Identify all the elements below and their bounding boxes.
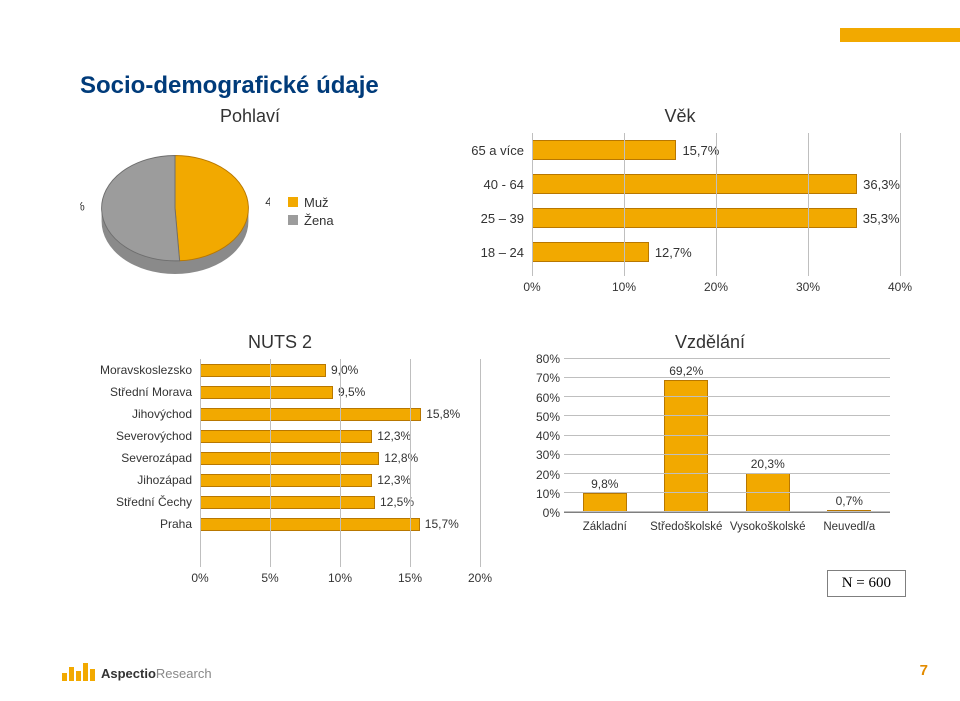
- x-tick-label: 10%: [612, 280, 636, 294]
- nuts-category-label: Severozápad: [80, 451, 200, 465]
- gridline: [532, 133, 533, 276]
- sample-size: N = 600: [827, 570, 906, 597]
- page-title: Socio-demografické údaje: [80, 72, 900, 100]
- edu-bar: [583, 493, 627, 512]
- y-tick-label: 40%: [520, 429, 560, 443]
- gridline: [200, 359, 201, 567]
- x-tick-label: 15%: [398, 571, 422, 585]
- edu-bar-col: 20,3%: [727, 359, 809, 512]
- y-tick-label: 10%: [520, 487, 560, 501]
- x-tick-label: 20%: [704, 280, 728, 294]
- nuts-category-label: Jihozápad: [80, 473, 200, 487]
- edu-category-label: Vysokoškolské: [727, 517, 809, 549]
- logo-brand: Aspectio: [101, 666, 156, 681]
- y-tick-label: 80%: [520, 352, 560, 366]
- gridline: [564, 492, 890, 493]
- legend-item: Žena: [288, 213, 334, 228]
- legend-label: Muž: [304, 195, 329, 210]
- gridline: [410, 359, 411, 567]
- logo-bars-icon: [62, 663, 95, 681]
- nuts-category-label: Severovýchod: [80, 429, 200, 443]
- edu-chart-block: Vzdělání 9,8% 69,2% 20,3% 0,7% ZákladníStře…: [520, 332, 900, 592]
- gridline: [716, 133, 717, 276]
- edu-bar-col: 9,8%: [564, 359, 646, 512]
- logo: AspectioResearch: [62, 663, 212, 681]
- age-chart-block: Věk 65 a více15,7%40 - 6436,3%25 – 3935,…: [460, 106, 900, 326]
- gridline: [564, 415, 890, 416]
- legend-swatch: [288, 197, 298, 207]
- nuts-category-label: Praha: [80, 517, 200, 531]
- gridline: [564, 377, 890, 378]
- nuts-category-label: Jihovýchod: [80, 407, 200, 421]
- edu-value-label: 69,2%: [669, 364, 703, 378]
- edu-value-label: 9,8%: [591, 477, 618, 491]
- nuts-category-label: Střední Morava: [80, 385, 200, 399]
- x-tick-label: 10%: [328, 571, 352, 585]
- edu-value-label: 0,7%: [836, 494, 863, 508]
- gridline: [564, 358, 890, 359]
- age-title: Věk: [460, 106, 900, 127]
- gridline: [564, 396, 890, 397]
- edu-bar-col: 69,2%: [646, 359, 728, 512]
- legend-swatch: [288, 215, 298, 225]
- nuts-category-label: Moravskoslezsko: [80, 363, 200, 377]
- age-category-label: 65 a více: [460, 143, 532, 158]
- edu-bar-col: 0,7%: [809, 359, 891, 512]
- age-category-label: 18 – 24: [460, 245, 532, 260]
- nuts-chart-block: NUTS 2 Moravskoslezsko9,0%Střední Morava…: [80, 332, 480, 592]
- edu-title: Vzdělání: [520, 332, 900, 353]
- page-number: 7: [920, 662, 928, 679]
- edu-category-label: Základní: [564, 517, 646, 549]
- pie-slice-label: 49%: [265, 195, 270, 209]
- gridline: [808, 133, 809, 276]
- x-tick-label: 0%: [191, 571, 208, 585]
- gridline: [340, 359, 341, 567]
- y-tick-label: 20%: [520, 468, 560, 482]
- age-category-label: 40 - 64: [460, 177, 532, 192]
- age-category-label: 25 – 39: [460, 211, 532, 226]
- y-tick-label: 60%: [520, 391, 560, 405]
- x-tick-label: 0%: [523, 280, 540, 294]
- y-tick-label: 70%: [520, 371, 560, 385]
- gridline: [564, 435, 890, 436]
- nuts-title: NUTS 2: [80, 332, 480, 353]
- gridline: [270, 359, 271, 567]
- edu-category-label: Středoškolské: [646, 517, 728, 549]
- gridline: [480, 359, 481, 567]
- gridline: [564, 511, 890, 512]
- x-tick-label: 40%: [888, 280, 912, 294]
- gridline: [564, 473, 890, 474]
- pie-title: Pohlaví: [80, 106, 420, 127]
- x-tick-label: 20%: [468, 571, 492, 585]
- x-tick-label: 30%: [796, 280, 820, 294]
- edu-value-label: 20,3%: [751, 457, 785, 471]
- gridline: [900, 133, 901, 276]
- pie-legend: Muž Žena: [288, 192, 334, 231]
- pie-chart-block: Pohlaví 49% 51% Muž Žena: [80, 106, 420, 326]
- gridline: [624, 133, 625, 276]
- legend-label: Žena: [304, 213, 334, 228]
- y-tick-label: 30%: [520, 448, 560, 462]
- pie-slice-label: 51%: [80, 199, 85, 213]
- accent-bar: [840, 28, 960, 42]
- logo-suffix: Research: [156, 666, 212, 681]
- nuts-category-label: Střední Čechy: [80, 495, 200, 509]
- x-tick-label: 5%: [261, 571, 278, 585]
- gridline: [564, 454, 890, 455]
- pie-chart: 49% 51%: [80, 131, 270, 291]
- legend-item: Muž: [288, 195, 334, 210]
- y-tick-label: 0%: [520, 506, 560, 520]
- y-tick-label: 50%: [520, 410, 560, 424]
- edu-category-label: Neuvedl/a: [809, 517, 891, 549]
